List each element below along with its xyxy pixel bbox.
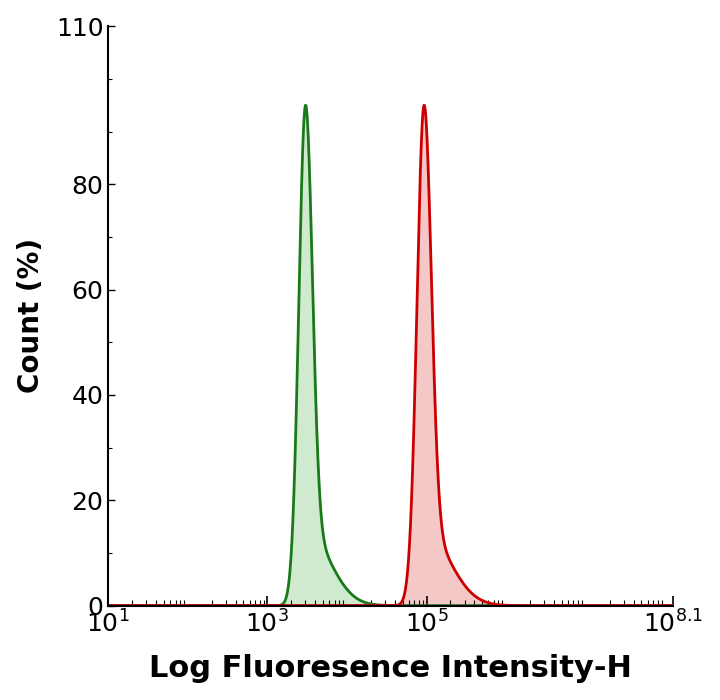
X-axis label: Log Fluoresence Intensity-H: Log Fluoresence Intensity-H: [149, 654, 632, 683]
Y-axis label: Count (%): Count (%): [17, 238, 45, 393]
